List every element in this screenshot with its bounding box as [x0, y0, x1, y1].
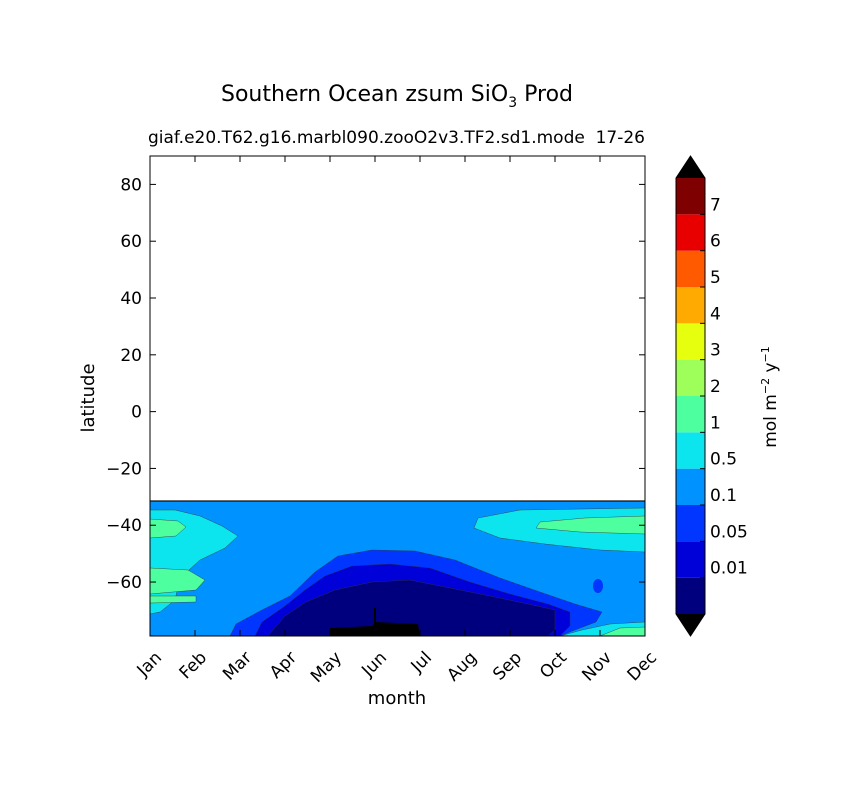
- colorbar-outline: [675, 155, 706, 637]
- colorbar-over-triangle: [676, 156, 705, 178]
- colorbar-tick-label: 6: [710, 232, 721, 252]
- colorbar-segment: [676, 178, 705, 215]
- colorbar-label: mol m−2 y−1: [759, 346, 781, 448]
- colorbar-tick-label: 1: [710, 413, 721, 433]
- y-tick-label: −60: [106, 573, 142, 593]
- x-tick-label: Mar: [219, 648, 256, 685]
- contour-level-1-right: [535, 515, 645, 535]
- x-tick-label: May: [307, 648, 346, 687]
- colorbar-tick-label: 7: [710, 195, 721, 215]
- colorbar-tick-label: 5: [710, 268, 721, 288]
- contour-level-0.05-spot: [593, 579, 603, 593]
- contour-under-sliver: [374, 608, 376, 630]
- colorbar-segment: [676, 287, 705, 324]
- colorbar-segment: [676, 323, 705, 360]
- y-tick-label: 40: [120, 289, 142, 309]
- x-tick-label: Oct: [536, 648, 571, 683]
- y-tick-label: −20: [106, 459, 142, 479]
- x-tick-label: Nov: [578, 648, 616, 686]
- colorbar-tick-label: 0.01: [710, 559, 748, 579]
- y-tick-label: −40: [106, 516, 142, 536]
- y-tick-label: 60: [120, 232, 142, 252]
- colorbar-tick-label: 0.1: [710, 486, 737, 506]
- colorbar-under-triangle: [676, 614, 705, 636]
- colorbar-tick-label: 4: [710, 304, 721, 324]
- x-tick-label: Apr: [266, 648, 301, 683]
- colorbar-segment: [676, 396, 705, 433]
- y-axis-label: latitude: [78, 363, 99, 432]
- colorbar: 0.01 0.05 0.1 0.5 1 2 3 4 5 6 7: [675, 155, 748, 637]
- colorbar-segment: [676, 250, 705, 287]
- chart-subtitle-right: 17-26: [596, 128, 645, 148]
- plot-frame: [149, 155, 646, 637]
- y-axis: 80 60 40 20 0 −20 −40 −60: [106, 175, 645, 593]
- plot-area: [150, 156, 645, 636]
- x-tick-label: Jan: [133, 648, 166, 681]
- contour-level-1-left-bottom: [150, 567, 206, 595]
- colorbar-segment: [676, 577, 705, 614]
- colorbar-segment: [676, 214, 705, 251]
- x-tick-label: Feb: [176, 648, 211, 683]
- colorbar-tick-label: 2: [710, 377, 721, 397]
- y-tick-label: 0: [131, 403, 142, 423]
- colorbar-tick-label: 3: [710, 341, 721, 361]
- x-tick-label: Aug: [443, 648, 481, 686]
- colorbar-segment: [676, 359, 705, 396]
- colorbar-segment: [676, 505, 705, 542]
- contour-level-1-left-small: [150, 595, 197, 604]
- y-tick-label: 80: [120, 175, 142, 195]
- x-tick-label: Jul: [407, 648, 436, 677]
- colorbar-segment: [676, 468, 705, 505]
- contour-level-1-left-top: [150, 518, 187, 539]
- colorbar-segment: [676, 432, 705, 469]
- colorbar-tick-label: 0.05: [710, 522, 748, 542]
- chart-subtitle-left: giaf.e20.T62.g16.marbl090.zooO2v3.TF2.sd…: [148, 128, 585, 148]
- x-axis-label: month: [368, 688, 426, 709]
- x-tick-label: Dec: [624, 648, 661, 685]
- x-tick-label: Sep: [489, 648, 526, 685]
- chart-title: Southern Ocean zsum SiO3 Prod: [221, 82, 573, 111]
- y-tick-label: 20: [120, 346, 142, 366]
- contour-level-1-right-bottom: [599, 626, 645, 636]
- colorbar-segment: [676, 541, 705, 578]
- x-tick-label: Jun: [357, 648, 391, 682]
- colorbar-tick-label: 0.5: [710, 450, 737, 470]
